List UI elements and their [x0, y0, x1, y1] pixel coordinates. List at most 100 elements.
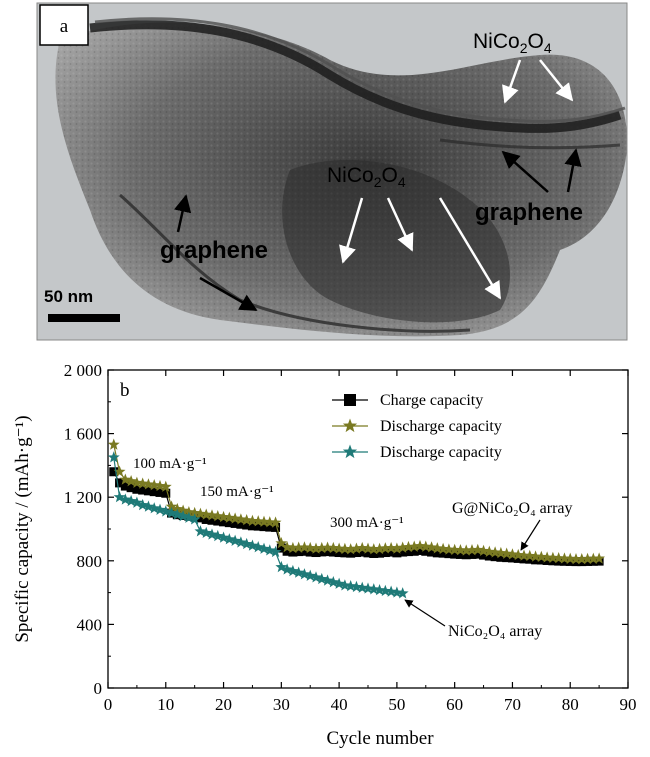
data-point — [432, 548, 442, 558]
data-point — [593, 552, 606, 564]
data-point — [275, 560, 288, 573]
legend: Charge capacity Discharge capacity Dischar… — [332, 392, 502, 461]
data-point — [299, 546, 309, 556]
g-array-arrow — [520, 519, 541, 551]
data-point — [529, 550, 542, 562]
data-point — [564, 552, 577, 564]
data-point — [466, 544, 478, 556]
x-tick-label: 40 — [331, 695, 348, 714]
data-point — [338, 542, 351, 555]
data-point — [229, 534, 242, 546]
graphene-label-left: graphene — [160, 237, 268, 264]
data-point — [310, 542, 322, 554]
data-point — [386, 547, 396, 557]
data-point — [288, 547, 298, 557]
nico-top-arrow-1 — [502, 59, 522, 104]
series-layer — [108, 438, 606, 599]
data-point — [195, 513, 205, 523]
data-point — [317, 547, 327, 557]
data-point — [161, 488, 171, 498]
data-point — [200, 526, 213, 539]
y-axis: 0 400 800 1 200 1 600 2 000 — [64, 361, 628, 698]
data-point — [148, 502, 161, 514]
data-point — [427, 547, 437, 557]
legend-label: Discharge capacity — [380, 418, 502, 435]
x-tick-label: 50 — [388, 695, 405, 714]
legend-marker — [344, 394, 356, 406]
nico-top-arrow-2 — [539, 59, 574, 102]
legend-label: Discharge capacity — [380, 444, 502, 461]
data-point — [333, 577, 346, 589]
graphene-left-arrow-2 — [199, 276, 258, 312]
annotation-g-array: G@NiCo₂O₄ array — [452, 500, 573, 517]
data-point — [246, 539, 259, 551]
data-point — [396, 587, 409, 599]
data-point — [234, 513, 247, 525]
data-point — [506, 548, 519, 560]
data-point — [269, 516, 282, 528]
data-point — [461, 550, 471, 560]
data-point — [258, 542, 270, 554]
x-tick-label: 70 — [504, 695, 521, 714]
data-point — [138, 485, 148, 495]
data-point — [409, 546, 419, 556]
data-point — [398, 547, 408, 557]
data-point — [396, 541, 409, 553]
legend-label: Charge capacity — [380, 392, 483, 409]
x-axis: 0 10 20 30 40 50 60 70 80 90 — [104, 370, 637, 714]
data-point — [327, 576, 340, 588]
data-point — [346, 548, 356, 558]
data-point — [546, 551, 559, 563]
panel-a-letter: a — [60, 16, 69, 37]
nico-mid-arrow-3 — [438, 197, 502, 300]
data-point — [200, 508, 213, 520]
data-point — [338, 579, 351, 591]
data-point — [507, 553, 517, 563]
nico-label-top: NiCo2O4 — [473, 30, 552, 56]
data-point — [369, 548, 379, 558]
data-point — [444, 549, 454, 559]
data-point — [484, 551, 494, 561]
data-point — [483, 545, 496, 557]
data-point — [321, 574, 334, 586]
graphene-label-right: graphene — [475, 199, 583, 226]
data-point — [350, 580, 363, 593]
data-point — [500, 547, 513, 559]
data-point — [334, 548, 344, 558]
data-point — [373, 542, 386, 555]
data-point — [460, 544, 473, 556]
panel-a-letter-box — [39, 4, 89, 46]
data-point — [159, 480, 172, 492]
data-point — [362, 582, 374, 594]
data-point — [136, 498, 149, 511]
data-point — [414, 539, 426, 552]
data-point — [177, 510, 190, 522]
n-array-arrow — [404, 599, 446, 627]
data-point — [108, 451, 120, 463]
data-point — [286, 564, 299, 577]
data-point — [558, 552, 571, 564]
data-point — [224, 518, 234, 528]
nico-mid-arrow-2 — [386, 197, 414, 252]
data-point — [311, 548, 321, 558]
data-point — [188, 506, 201, 519]
y-tick-label: 0 — [94, 679, 103, 698]
y-tick-label: 2 000 — [64, 361, 102, 380]
data-point — [531, 555, 541, 565]
data-point — [219, 517, 229, 527]
data-point — [379, 542, 392, 554]
data-point — [223, 533, 236, 545]
data-point — [119, 493, 132, 505]
scale-bar — [48, 314, 120, 322]
x-tick-label: 90 — [620, 695, 637, 714]
nico-mid-arrow-1 — [339, 197, 364, 264]
data-point — [575, 552, 588, 565]
data-point — [113, 490, 126, 503]
data-point — [357, 547, 367, 557]
data-point — [126, 483, 136, 493]
x-axis-label: Cycle number — [326, 728, 434, 749]
legend-marker — [342, 418, 358, 433]
data-point — [292, 541, 305, 553]
data-point — [194, 507, 207, 519]
data-point — [286, 541, 299, 554]
